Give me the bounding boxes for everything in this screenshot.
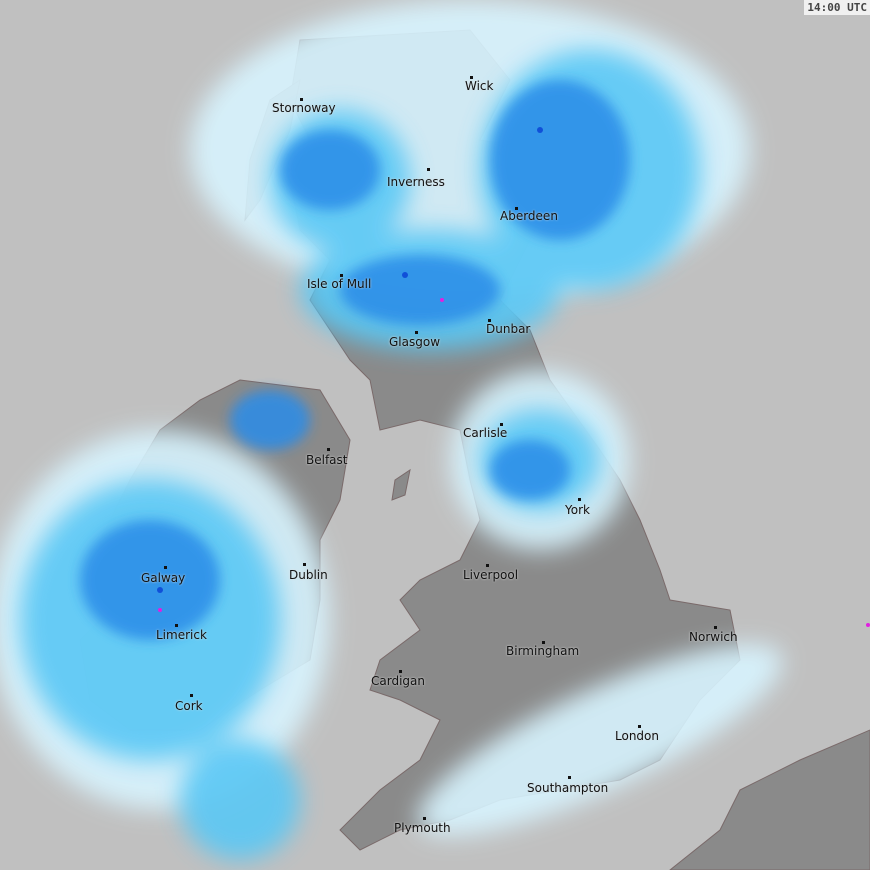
city-marker-icon xyxy=(427,168,430,171)
city-label: Cardigan xyxy=(371,674,425,688)
city-marker-icon xyxy=(423,817,426,820)
city-label: Carlisle xyxy=(463,426,508,440)
city-marker-icon xyxy=(303,563,306,566)
city-marker-icon xyxy=(340,274,343,277)
city-label: Isle of Mull xyxy=(307,277,372,291)
city-label: Dublin xyxy=(289,568,328,582)
city-marker-icon xyxy=(190,694,193,697)
city-marker-icon xyxy=(638,725,641,728)
city-label: Limerick xyxy=(156,628,207,642)
city-label: Norwich xyxy=(689,630,738,644)
city-label: Plymouth xyxy=(394,821,451,835)
city-label: Cork xyxy=(175,699,203,713)
timestamp: 14:00 UTC xyxy=(804,0,870,15)
city-marker-icon xyxy=(175,624,178,627)
city-label: Glasgow xyxy=(389,335,441,349)
city-marker-icon xyxy=(300,98,303,101)
city-label: Dunbar xyxy=(486,322,531,336)
isle-of-man xyxy=(391,468,411,501)
city-marker-icon xyxy=(515,207,518,210)
city-marker-icon xyxy=(399,670,402,673)
city-marker-icon xyxy=(486,564,489,567)
city-label: Southampton xyxy=(527,781,609,795)
city-label: Wick xyxy=(465,79,494,93)
city-label: London xyxy=(615,729,659,743)
city-marker-icon xyxy=(568,776,571,779)
city-marker-icon xyxy=(542,641,545,644)
city-label: Belfast xyxy=(306,453,348,467)
city-label: Galway xyxy=(141,571,186,585)
city-marker-icon xyxy=(164,566,167,569)
city-marker-icon xyxy=(714,626,717,629)
city-marker-icon xyxy=(415,331,418,334)
city-label: York xyxy=(565,503,590,517)
city-label: Stornoway xyxy=(272,101,336,115)
city-label: Inverness xyxy=(387,175,445,189)
city-marker-icon xyxy=(500,423,503,426)
city-marker-icon xyxy=(470,76,473,79)
city-marker-icon xyxy=(488,319,491,322)
city-label: Birmingham xyxy=(506,644,580,658)
france-coast xyxy=(669,729,870,870)
city-marker-icon xyxy=(578,498,581,501)
city-label: Liverpool xyxy=(463,568,519,582)
city-label: Aberdeen xyxy=(500,209,558,223)
city-marker-icon xyxy=(327,448,330,451)
